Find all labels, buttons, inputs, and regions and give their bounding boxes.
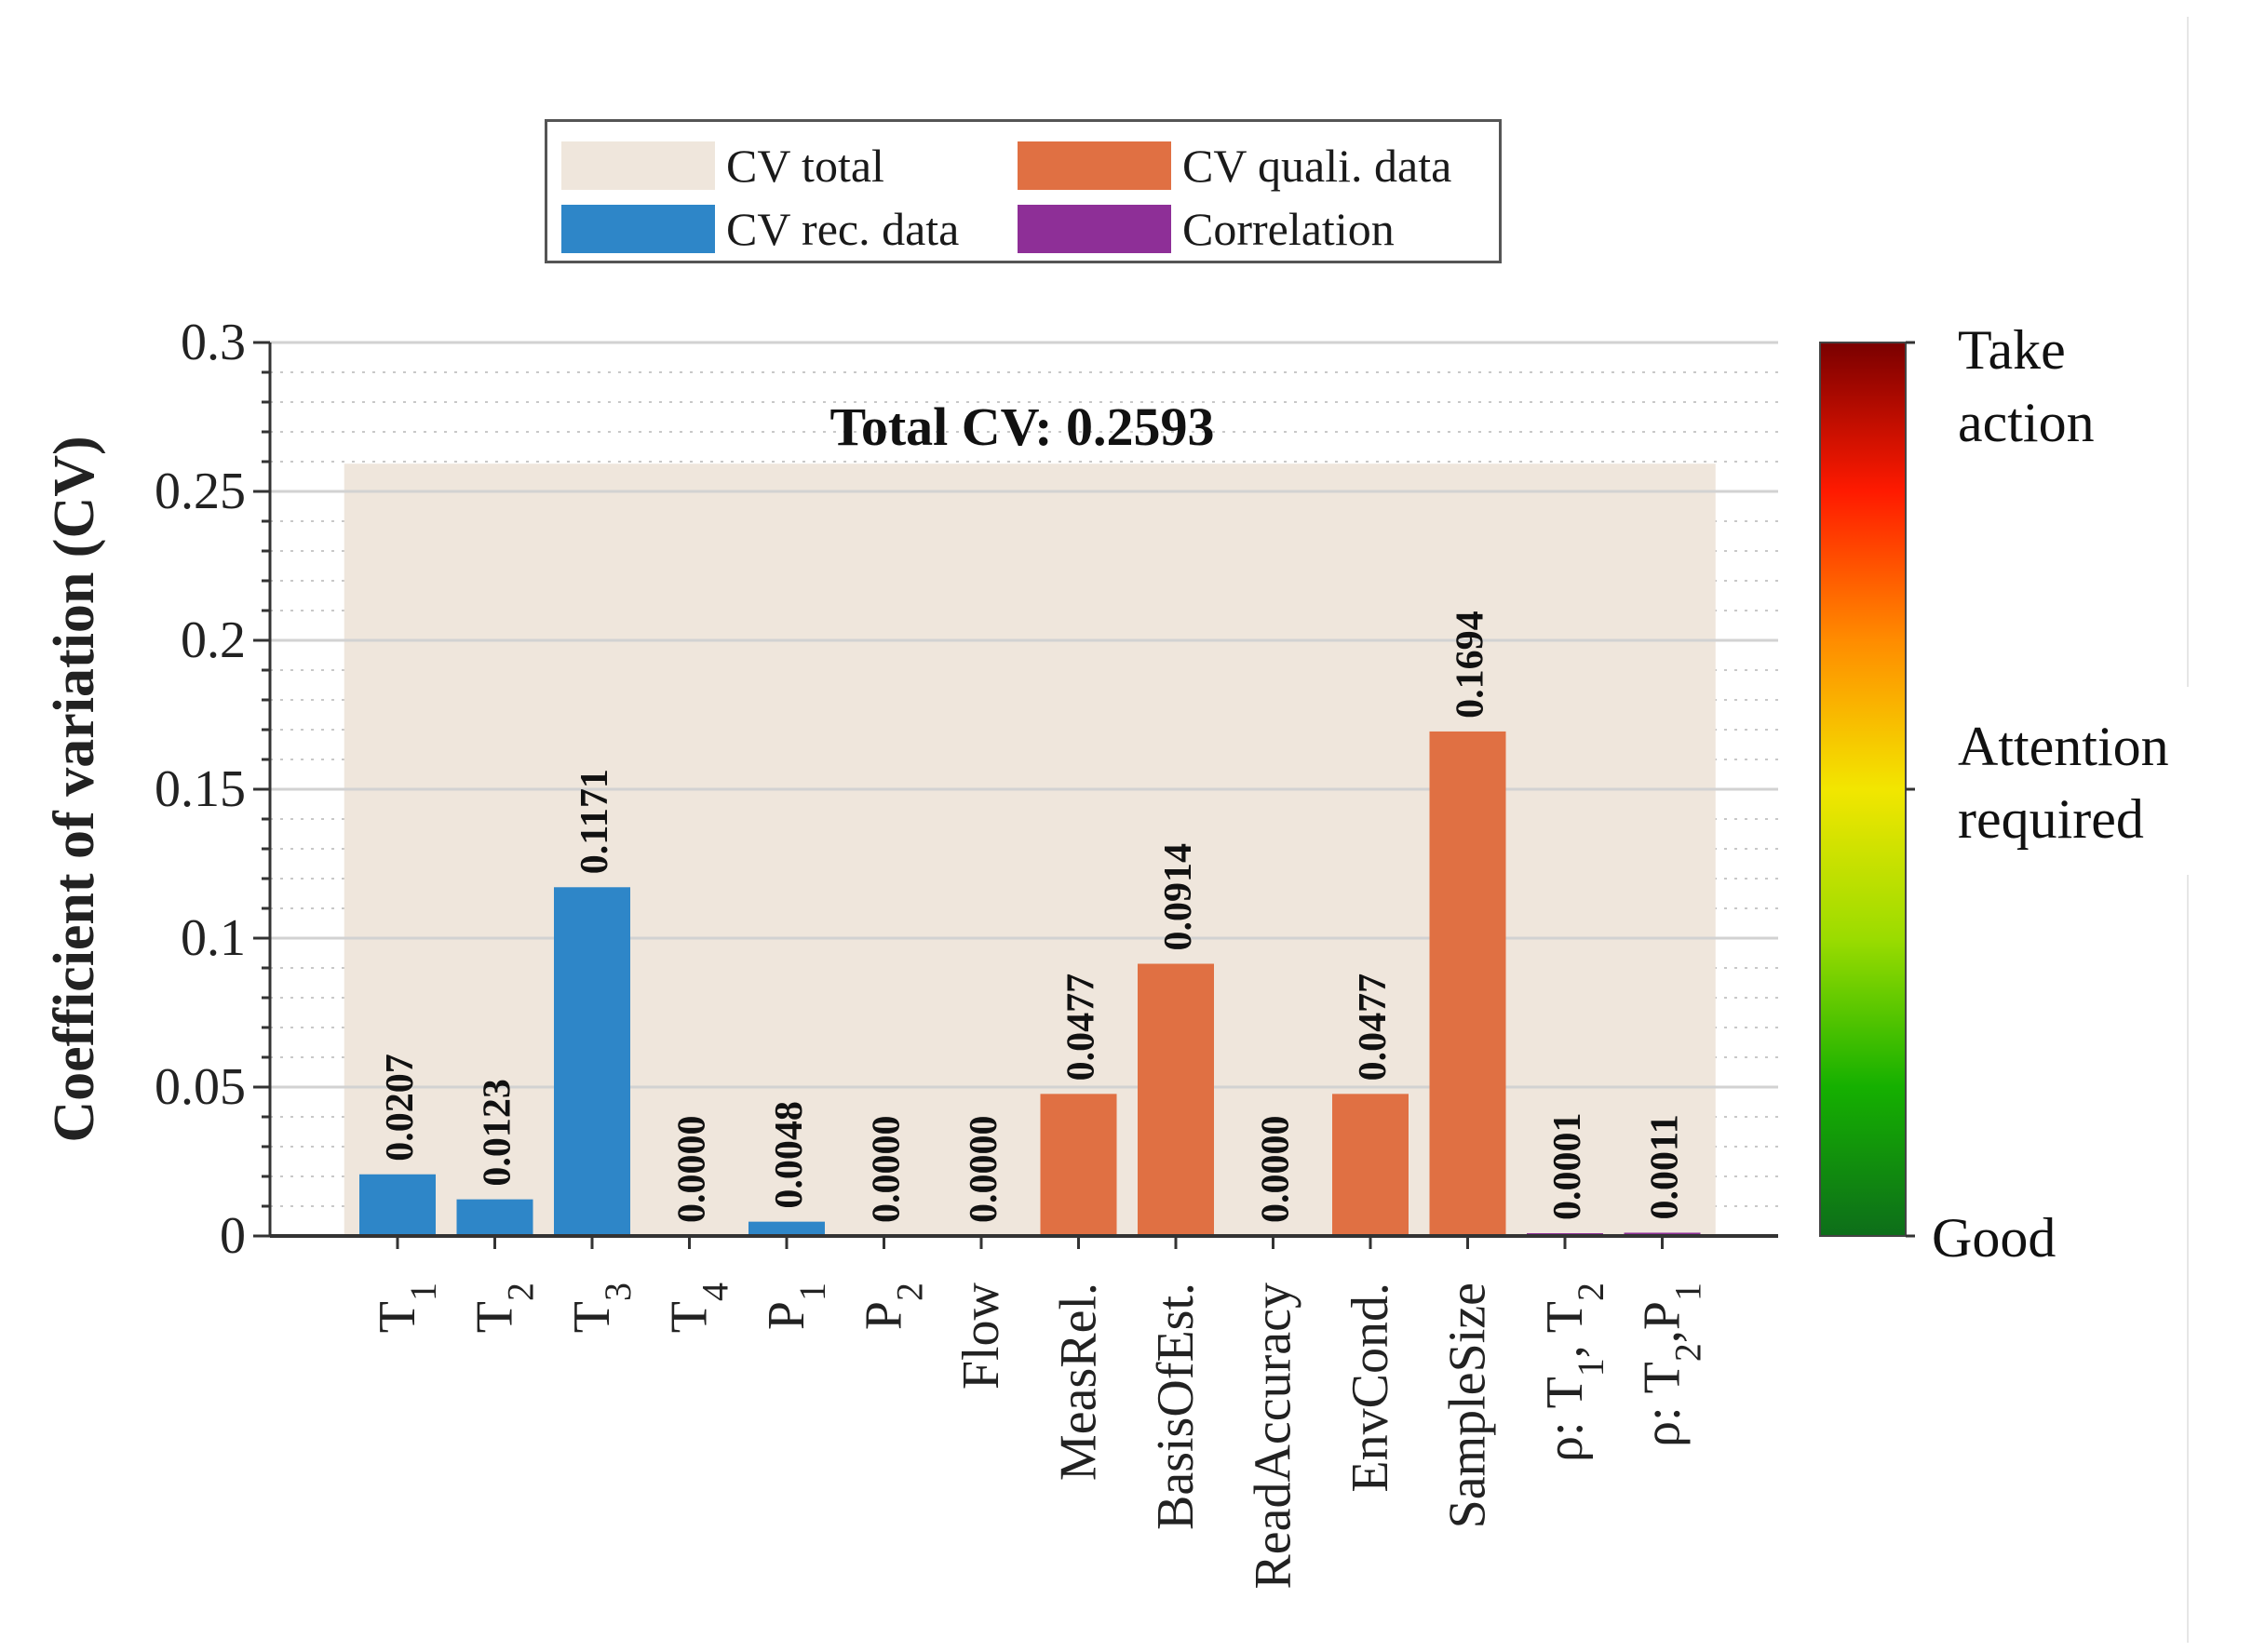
legend-swatch-cv-quali [1018,141,1171,190]
x-category-label-5: P2 [856,1283,931,1330]
value-label-12: 0.0001 [1546,1113,1589,1221]
value-labels: Total CV: 0.2593 0.0207 0.0123 0.1171 0.0000… [379,396,1687,1223]
chart-title: Total CV: 0.2593 [829,396,1214,457]
y-tick-label: 0.05 [155,1058,246,1116]
value-label-5: 0.0000 [866,1116,909,1224]
legend-swatch-cv-rec [561,205,715,253]
legend-label-correlation: Correlation [1182,203,1395,255]
value-label-11: 0.1694 [1450,611,1492,719]
x-category-label-2: T3 [563,1283,639,1333]
legend-swatch-correlation [1018,205,1171,253]
bar-8 [1138,963,1214,1236]
legend-item-cv-total: CV total [561,139,884,193]
legend-label-cv-total: CV total [726,140,884,192]
y-tick-label: 0.15 [155,760,246,818]
y-tick-label: 0.1 [181,909,246,967]
legend-label-cv-rec: CV rec. data [726,203,960,255]
bar-10 [1332,1094,1409,1236]
x-category-label-6: Flow [952,1282,1010,1390]
divider-line-lower [2187,875,2189,1643]
legend-item-correlation: Correlation [1018,202,1395,256]
colorbar-label-take-action: Take action [1958,319,2095,453]
y-tick-label: 0.2 [181,611,246,669]
x-category-label-4: P1 [758,1283,833,1330]
x-category-label-8: BasisOfEst. [1147,1283,1205,1530]
y-tick-label: 0 [220,1207,246,1265]
value-label-2: 0.1171 [573,769,616,874]
bar-11 [1429,731,1506,1236]
divider-line-upper [2187,17,2189,687]
value-label-10: 0.0477 [1352,974,1395,1081]
bar-4 [748,1221,825,1236]
value-label-4: 0.0048 [768,1101,811,1209]
legend-item-cv-rec: CV rec. data [561,202,959,256]
legend-swatch-cv-total [561,141,715,190]
value-label-9: 0.0000 [1255,1116,1298,1224]
x-category-label-7: MeasRel. [1050,1283,1108,1481]
y-tick-label: 0.25 [155,463,246,520]
legend-label-cv-quali: CV quali. data [1182,140,1452,192]
y-axis-label: Coefficient of variation (CV) [43,436,106,1142]
value-label-3: 0.0000 [671,1116,714,1224]
legend: CV total CV quali. data CV rec. data Cor… [545,119,1502,263]
x-category-label-3: T4 [661,1283,736,1333]
colorbar: Take action Attention required Good [1819,319,2169,1269]
x-category-label-0: T1 [369,1283,444,1333]
value-label-0: 0.0207 [379,1054,422,1162]
bars [359,731,1701,1236]
x-category-label-1: T2 [466,1283,542,1333]
value-label-8: 0.0914 [1157,843,1200,951]
bar-7 [1040,1094,1117,1236]
value-label-6: 0.0000 [963,1116,1005,1224]
bar-1 [456,1199,533,1236]
x-category-label-11: SampleSize [1439,1283,1497,1528]
y-tick-label: 0.3 [181,314,246,371]
x-category-label-10: EnvCond. [1342,1283,1399,1493]
value-label-13: 0.0011 [1644,1114,1687,1219]
colorbar-label-attention: Attention required [1958,716,2169,850]
x-category-label-12: ρ: T1, T2 [1536,1283,1611,1462]
x-category-label-13: ρ: T2,P1 [1634,1283,1709,1447]
colorbar-gradient [1819,342,1907,1237]
value-label-7: 0.0477 [1060,974,1103,1081]
bar-0 [359,1174,436,1236]
cv-total-band [344,463,1716,1236]
bar-2 [554,887,630,1236]
x-category-label-9: ReadAccuracy [1245,1283,1302,1590]
axes: 0 0.05 0.1 0.15 0.2 0.25 0.3 Coefficient of var… [43,314,1778,1590]
value-label-1: 0.0123 [477,1079,519,1187]
colorbar-label-good: Good [1932,1207,2056,1269]
legend-item-cv-quali: CV quali. data [1018,139,1451,193]
